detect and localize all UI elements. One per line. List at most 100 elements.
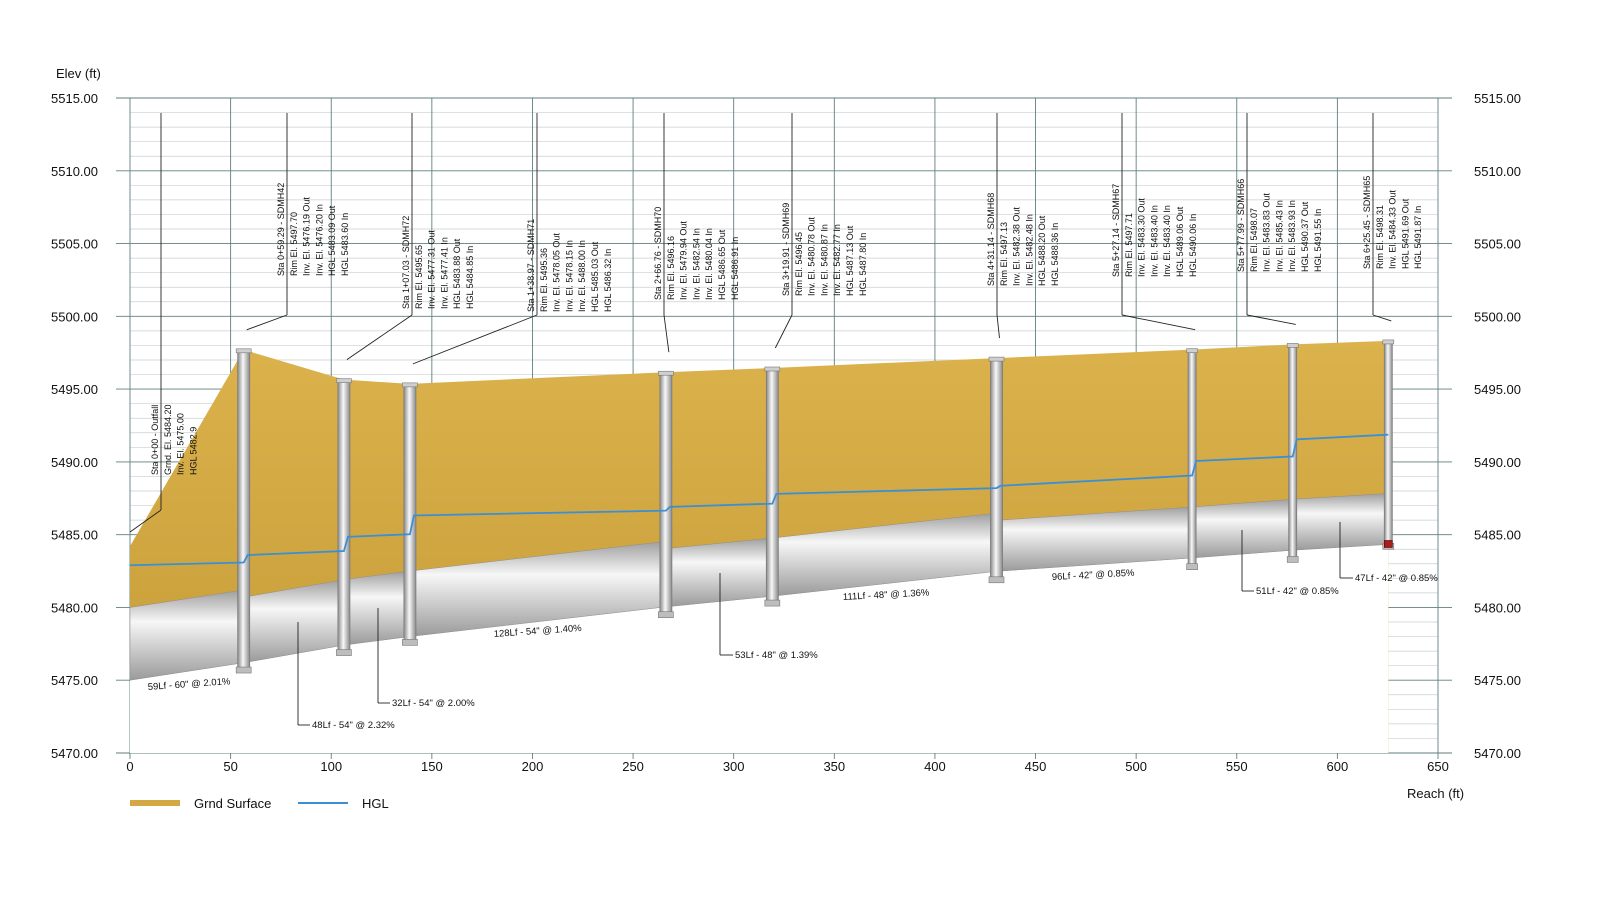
station-label-5: Sta 3+19.91 - SDMH69 Rim El. 5496.45 Inv. … <box>781 203 868 296</box>
manhole-base-1 <box>235 666 252 674</box>
manhole-cap-5 <box>764 366 781 372</box>
y-tick-label-right: 5485.00 <box>1474 528 1521 543</box>
station-label-line: HGL 5486.91 In <box>730 237 740 300</box>
x-tick-label: 450 <box>1025 759 1047 774</box>
station-label-line: Inv. El. 5480.78 Out <box>807 217 817 296</box>
y-tick-label-right: 5510.00 <box>1474 164 1521 179</box>
hgl <box>129 433 1389 567</box>
pipe-segment <box>1292 493 1389 551</box>
station-label-line: Inv. El. 5479.94 Out <box>679 221 689 300</box>
pipe-label-2: 32Lf - 54" @ 2.00% <box>392 698 475 709</box>
y-tick-label-right: 5470.00 <box>1474 746 1521 761</box>
station-label-line: Sta 5+77.99 - SDMH66 <box>1236 179 1246 272</box>
station-label-line: Inv. El. 5478.15 In <box>564 240 574 312</box>
label-leader-angle <box>1246 314 1296 325</box>
station-label-line: Inv. El. 5477.31 Out <box>427 230 437 309</box>
station-label-line: HGL 5486.65 Out <box>717 229 727 300</box>
x-tick-label: 0 <box>126 759 133 774</box>
pipe-segment <box>343 570 411 646</box>
manhole-cap-2 <box>336 378 352 383</box>
manhole-5 <box>765 367 779 604</box>
station-label-line: HGL 5485.03 Out <box>590 241 600 312</box>
station-label-line: Inv. El. 5483.40 In <box>1162 205 1172 277</box>
y-tick-label-left: 5505.00 <box>51 237 98 252</box>
station-label-line: Inv. El. 5478.05 Out <box>552 233 562 312</box>
station-label-line: Inv. El. 5483.30 Out <box>1137 198 1147 277</box>
label-leader-angle <box>774 314 793 349</box>
manhole-cap-7 <box>1186 348 1198 353</box>
manhole-9 <box>1383 340 1393 547</box>
x-tick-label: 150 <box>421 759 443 774</box>
legend-label-ground: Grnd Surface <box>194 796 271 811</box>
station-label-line: Sta 0+59.29 - SDMH42 <box>276 183 286 276</box>
y-tick-label-right: 5515.00 <box>1474 91 1521 106</box>
y-tick-label-right: 5505.00 <box>1474 237 1521 252</box>
station-label-line: Inv. El. 5482.38 Out <box>1012 207 1022 286</box>
station-label-line: Sta 3+19.91 - SDMH69 <box>781 203 791 296</box>
station-label-line: Inv. El. 5482.54 In <box>691 228 701 300</box>
station-label-line: HGL 5490.06 In <box>1188 214 1198 277</box>
y-tick-label-left: 5490.00 <box>51 455 98 470</box>
outlet-marker <box>1383 540 1393 548</box>
manhole-1 <box>237 349 251 671</box>
label-leader-angle <box>346 314 413 361</box>
station-label-line: Inv. El. 5483.93 In <box>1287 200 1297 272</box>
station-label-line: HGL 5484.85 In <box>465 246 475 309</box>
label-leader-angle <box>663 314 670 353</box>
station-label-2: Sta 1+07.03 - SDMH72 Rim El. 5495.65 Inv. … <box>401 216 475 309</box>
manhole-base-7 <box>1186 563 1198 570</box>
label-leader-angle <box>246 314 288 331</box>
station-label-line: Sta 6+25.45 - SDMH65 <box>1362 176 1372 269</box>
y-tick-label-right: 5480.00 <box>1474 600 1521 615</box>
manhole-base-8 <box>1286 556 1299 563</box>
structures <box>235 339 1395 674</box>
station-label-line: Rim El. 5496.16 <box>666 236 676 300</box>
station-label-line: Rim El. 5497.70 <box>289 212 299 276</box>
x-tick-label: 550 <box>1226 759 1248 774</box>
x-tick-label: 50 <box>223 759 237 774</box>
station-label-line: HGL 5483.09 Out <box>327 205 337 276</box>
station-label-line: HGL 5482.9 <box>188 427 198 475</box>
station-label-line: Inv. El. 5488.00 In <box>577 240 587 312</box>
pipe-label-6: 96Lf - 42" @ 0.85% <box>1052 568 1136 583</box>
station-label-7: Sta 5+27.14 - SDMH67 Rim El. 5497.71 Inv. … <box>1111 184 1198 277</box>
station-label-line: Inv. El. 5483.40 In <box>1149 205 1159 277</box>
station-label-line: HGL 5488.36 In <box>1050 223 1060 286</box>
station-label-line: Sta 1+07.03 - SDMH72 <box>401 216 411 309</box>
station-label-line: Rim El. 5497.71 <box>1124 213 1134 277</box>
station-label-line: Rim El. 5496.45 <box>794 232 804 296</box>
x-tick-label: 250 <box>622 759 644 774</box>
manhole-6 <box>990 357 1003 581</box>
station-label-4: Sta 2+66.76 - SDMH70 Rim El. 5496.16 Inv. … <box>653 207 740 300</box>
station-label-0: Sta 0+00 - Outfall Grnd. El. 5484.20 Inv. … <box>150 404 198 475</box>
station-label-line: Sta 5+27.14 - SDMH67 <box>1111 184 1121 277</box>
y-tick-label-right: 5500.00 <box>1474 309 1521 324</box>
y-tick-label-left: 5480.00 <box>51 600 98 615</box>
label-leader-angle <box>129 509 162 533</box>
label-leader-angle <box>1372 314 1392 322</box>
station-label-line: Grnd. El. 5484.20 <box>163 404 173 475</box>
y-tick-label-left: 5515.00 <box>51 91 98 106</box>
y-tick-label-left: 5470.00 <box>51 746 98 761</box>
manhole-cap-4 <box>658 370 674 376</box>
y-tick-label-left: 5485.00 <box>51 528 98 543</box>
label-leader-angle <box>1121 314 1196 331</box>
station-label-line: Rim El. 5495.36 <box>539 248 549 312</box>
manhole-4 <box>659 371 673 616</box>
station-label-line: HGL 5483.60 In <box>340 213 350 276</box>
station-label-line: HGL 5490.37 Out <box>1300 201 1310 272</box>
x-tick-label: 600 <box>1327 759 1349 774</box>
manhole-cap-1 <box>235 348 252 354</box>
station-label-line: Inv. El. 5476.19 Out <box>302 197 312 276</box>
station-label-line: HGL 5491.55 In <box>1313 209 1323 272</box>
x-axis-title: Reach (ft) <box>1407 786 1464 801</box>
station-label-line: Inv. El. 5480.04 In <box>704 228 714 300</box>
station-label-line: Inv. El. 5475.00 <box>176 413 186 475</box>
station-label-3: Sta 1+38.97 - SDMH71 Rim El. 5495.36 Inv. … <box>526 219 613 312</box>
pipe-segment <box>665 537 773 608</box>
station-label-line: Sta 1+38.97 - SDMH71 <box>526 219 536 312</box>
station-label-6: Sta 4+31.14 - SDMH68 Rim El. 5497.13 Inv. … <box>986 193 1060 286</box>
station-label-line: Rim El. 5498.31 <box>1375 205 1385 269</box>
pipe-label-4: 53Lf - 48" @ 1.39% <box>735 650 818 661</box>
